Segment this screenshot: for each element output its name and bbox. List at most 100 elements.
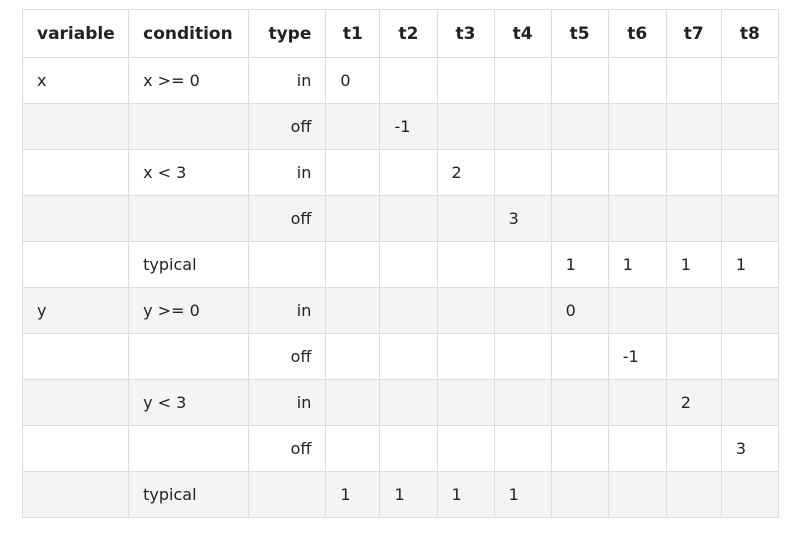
cell-t2 [379, 333, 438, 380]
cell-t1 [325, 379, 381, 426]
cell-variable [21, 103, 130, 150]
header-condition: condition [128, 9, 250, 58]
cell-t6: 1 [607, 241, 667, 288]
cell-t3 [436, 333, 495, 380]
cell-t5 [550, 425, 609, 472]
cell-t8 [720, 195, 780, 242]
cell-variable: y [21, 287, 130, 334]
cell-t4 [493, 287, 552, 334]
table-row: y < 3 in 2 [21, 379, 780, 426]
cell-t7: 2 [665, 379, 722, 426]
cell-t5 [550, 379, 609, 426]
cell-t7: 1 [665, 241, 722, 288]
cell-t2 [379, 149, 438, 196]
cell-type: off [248, 103, 327, 150]
header-t7: t7 [665, 9, 722, 58]
cell-t8 [720, 379, 780, 426]
cell-t5 [550, 57, 609, 104]
table-row: typical 1 1 1 1 [21, 241, 780, 288]
cell-condition: y >= 0 [128, 287, 250, 334]
table-row: off -1 [21, 333, 780, 380]
cell-t6: -1 [607, 333, 667, 380]
cell-variable [21, 333, 130, 380]
cell-t4 [493, 333, 552, 380]
cell-type: in [248, 149, 327, 196]
cell-t1 [325, 103, 381, 150]
cell-t7 [665, 57, 722, 104]
cell-t4 [493, 149, 552, 196]
cell-t7 [665, 333, 722, 380]
cell-condition [128, 103, 250, 150]
cell-t6 [607, 425, 667, 472]
cell-t8 [720, 333, 780, 380]
cell-t8 [720, 57, 780, 104]
cell-t7 [665, 195, 722, 242]
cell-t3 [436, 425, 495, 472]
cell-t6 [607, 379, 667, 426]
header-t1: t1 [325, 9, 381, 58]
cell-t2: 1 [379, 471, 438, 518]
cell-t1 [325, 333, 381, 380]
cell-type [248, 471, 327, 518]
cell-t5 [550, 149, 609, 196]
cell-t4 [493, 425, 552, 472]
header-t8: t8 [720, 9, 780, 58]
cell-t3 [436, 195, 495, 242]
cell-t2 [379, 425, 438, 472]
cell-t8 [720, 287, 780, 334]
cell-t7 [665, 103, 722, 150]
cell-variable [21, 379, 130, 426]
cell-t1 [325, 149, 381, 196]
cell-t5 [550, 195, 609, 242]
cell-condition [128, 195, 250, 242]
cell-t2 [379, 379, 438, 426]
header-t2: t2 [379, 9, 438, 58]
cell-t2 [379, 241, 438, 288]
cell-t7 [665, 471, 722, 518]
cell-t1 [325, 287, 381, 334]
table-row: off -1 [21, 103, 780, 150]
header-row: variable condition type t1 t2 t3 t4 t5 t… [21, 9, 780, 58]
cell-t1 [325, 195, 381, 242]
cell-t8: 1 [720, 241, 780, 288]
cell-variable [21, 471, 130, 518]
header-variable: variable [21, 9, 130, 58]
cell-condition [128, 333, 250, 380]
cell-type [248, 241, 327, 288]
cell-t4 [493, 379, 552, 426]
cell-type: off [248, 425, 327, 472]
cell-condition: x < 3 [128, 149, 250, 196]
cell-t5 [550, 333, 609, 380]
table-row: off 3 [21, 195, 780, 242]
cell-t8 [720, 149, 780, 196]
cell-condition: y < 3 [128, 379, 250, 426]
cell-t5 [550, 103, 609, 150]
header-type: type [248, 9, 327, 58]
cell-t4 [493, 241, 552, 288]
cell-t4: 1 [493, 471, 552, 518]
test-cases-table: variable condition type t1 t2 t3 t4 t5 t… [21, 9, 780, 518]
header-t3: t3 [436, 9, 495, 58]
cell-t3 [436, 379, 495, 426]
cell-t1: 0 [325, 57, 381, 104]
cell-variable [21, 241, 130, 288]
table-row: typical 1 1 1 1 [21, 471, 780, 518]
cell-variable: x [21, 57, 130, 104]
cell-t4: 3 [493, 195, 552, 242]
cell-t8 [720, 471, 780, 518]
cell-condition: typical [128, 471, 250, 518]
cell-t2 [379, 57, 438, 104]
cell-variable [21, 195, 130, 242]
cell-t6 [607, 149, 667, 196]
cell-t6 [607, 57, 667, 104]
cell-t5: 0 [550, 287, 609, 334]
cell-t3 [436, 103, 495, 150]
cell-t2 [379, 287, 438, 334]
cell-t1 [325, 425, 381, 472]
cell-t3 [436, 241, 495, 288]
cell-condition [128, 425, 250, 472]
cell-t4 [493, 103, 552, 150]
